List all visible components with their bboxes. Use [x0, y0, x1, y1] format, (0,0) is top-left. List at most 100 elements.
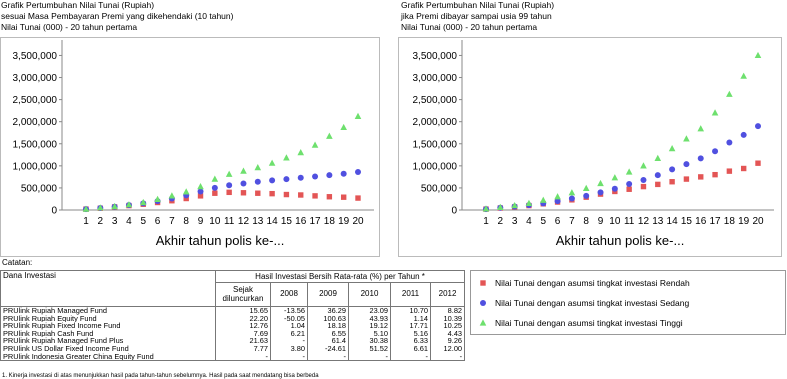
- table-row: Dana Investasi Hasil Investasi Bersih Rat…: [0, 270, 466, 307]
- marker-triangle: [125, 201, 133, 208]
- x-tick-label: 17: [709, 216, 721, 227]
- marker-triangle: [97, 204, 104, 211]
- table-cell: 30.38: [348, 337, 391, 345]
- marker-triangle: [111, 202, 118, 210]
- marker-triangle: [139, 198, 147, 206]
- marker-circle: [611, 185, 618, 192]
- marker-triangle: [197, 182, 204, 190]
- marker-triangle: [182, 188, 190, 195]
- marker-circle: [340, 170, 347, 177]
- x-tick-label: 7: [569, 216, 575, 227]
- y-tick-label: 0: [451, 206, 457, 217]
- x-tick-label: 18: [724, 216, 736, 227]
- marker-square: [255, 190, 261, 196]
- x-tick-label: 19: [738, 216, 750, 227]
- charts: Grafik Pertumbuhan Nilai Tunai (Rupiah)s…: [0, 0, 782, 257]
- y-tick-label: 3,000,000: [413, 73, 458, 84]
- footnote: 1. Kinerja investasi di atas menunjukkan…: [2, 373, 319, 379]
- marker-square: [740, 165, 747, 172]
- table-cell: 1.14: [390, 314, 431, 323]
- x-tick-label: 4: [126, 216, 132, 227]
- table-cell: -: [429, 352, 466, 362]
- x-tick-label: 9: [598, 216, 604, 227]
- table-cell: PRUlink US Dollar Fixed Income Fund: [0, 344, 216, 353]
- x-tick-label: 10: [609, 216, 621, 227]
- x-axis-label: Akhir tahun polis ke-...: [556, 233, 685, 248]
- marker-square: [298, 192, 304, 198]
- chart-title: Grafik Pertumbuhan Nilai Tunai (Rupiah): [401, 0, 554, 10]
- marker-square: [283, 191, 290, 198]
- marker-triangle: [254, 164, 262, 171]
- chart-subtitle: Nilai Tunai (000) - 20 tahun pertama: [1, 22, 137, 32]
- marker-triangle: [297, 148, 305, 156]
- marker-triangle: [482, 205, 490, 212]
- marker-triangle: [654, 154, 662, 161]
- x-tick-label: 12: [638, 216, 650, 227]
- marker-triangle: [640, 162, 647, 169]
- y-tick-label: 500,000: [21, 183, 58, 194]
- x-tick-label: 5: [540, 216, 546, 227]
- table-cell: PRUlink Rupiah Cash Fund: [0, 329, 216, 338]
- x-tick-label: 14: [667, 216, 679, 227]
- marker-triangle: [354, 112, 362, 119]
- marker-triangle: [283, 154, 290, 161]
- marker-triangle: [497, 203, 504, 210]
- table-row: PRUlink Rupiah Equity Fund 22.20 -50.05 100…: [0, 314, 466, 323]
- x-axis-label: Akhir tahun polis ke-...: [156, 233, 285, 248]
- table-cell: -: [215, 352, 271, 362]
- table-cell: 36.29: [307, 306, 349, 315]
- table-cell: 2009: [307, 282, 349, 307]
- table-cell: 51.52: [348, 344, 391, 353]
- table-cell: -50.05: [270, 314, 308, 323]
- fund-table: Dana Investasi Hasil Investasi Bersih Rat…: [0, 270, 466, 362]
- table-cell: 10.70: [390, 306, 431, 315]
- marker-square: [240, 190, 247, 196]
- x-tick-label: 8: [583, 216, 589, 227]
- legend-label: Nilai Tunai dengan asumsi tingkat invest…: [495, 278, 690, 288]
- note: Catatan:: [2, 258, 33, 267]
- x-tick-label: 2: [498, 216, 504, 227]
- marker-triangle: [554, 193, 561, 200]
- table-cell: PRUlink Rupiah Managed Fund Plus: [0, 337, 216, 345]
- x-tick-label: 10: [209, 216, 221, 227]
- y-tick-label: 3,000,000: [13, 73, 58, 84]
- marker-triangle: [754, 51, 762, 59]
- x-tick-label: 7: [169, 216, 175, 227]
- legend-body: Nilai Tunai dengan asumsi tingkat invest…: [479, 278, 690, 328]
- chart-title: Grafik Pertumbuhan Nilai Tunai (Rupiah): [1, 0, 154, 10]
- marker-triangle: [154, 195, 161, 203]
- marker-square: [683, 176, 690, 182]
- x-tick-label: 20: [352, 216, 364, 227]
- table-cell: Dana Investasi: [0, 270, 216, 307]
- x-tick-label: 11: [224, 216, 235, 227]
- marker-triangle: [539, 196, 547, 203]
- marker-triangle: [568, 189, 576, 196]
- table-cell: 5.16: [390, 329, 431, 338]
- marker-circle: [312, 173, 319, 180]
- table-row: PRUlink Rupiah Managed Fund Plus 21.63-61…: [0, 337, 466, 345]
- marker-circle: [726, 139, 733, 146]
- marker-circle: [326, 172, 333, 179]
- chart-subtitle: sesuai Masa Pembayaran Premi yang dikehe…: [1, 11, 234, 21]
- marker-square: [480, 280, 486, 286]
- x-tick-label: 11: [624, 216, 635, 227]
- marker-circle: [654, 172, 661, 179]
- marker-triangle: [582, 184, 590, 191]
- marker-triangle: [340, 123, 347, 131]
- y-tick-label: 1,000,000: [413, 161, 458, 172]
- table-cell: 23.09: [348, 306, 391, 315]
- x-tick-label: 14: [267, 216, 279, 227]
- x-tick-label: 3: [512, 216, 518, 227]
- y-tick-label: 3,500,000: [413, 51, 458, 62]
- marker-circle: [697, 155, 704, 162]
- marker-square: [269, 190, 275, 197]
- marker-square: [212, 190, 218, 196]
- marker-circle: [683, 161, 690, 168]
- table-cell: -24.61: [307, 344, 349, 353]
- x-tick-label: 16: [695, 216, 707, 227]
- x-tick-label: 15: [681, 216, 693, 227]
- table-cell: 2011: [390, 282, 431, 307]
- marker-square: [698, 174, 704, 180]
- marker-circle: [254, 178, 261, 185]
- x-tick-label: 17: [309, 216, 321, 227]
